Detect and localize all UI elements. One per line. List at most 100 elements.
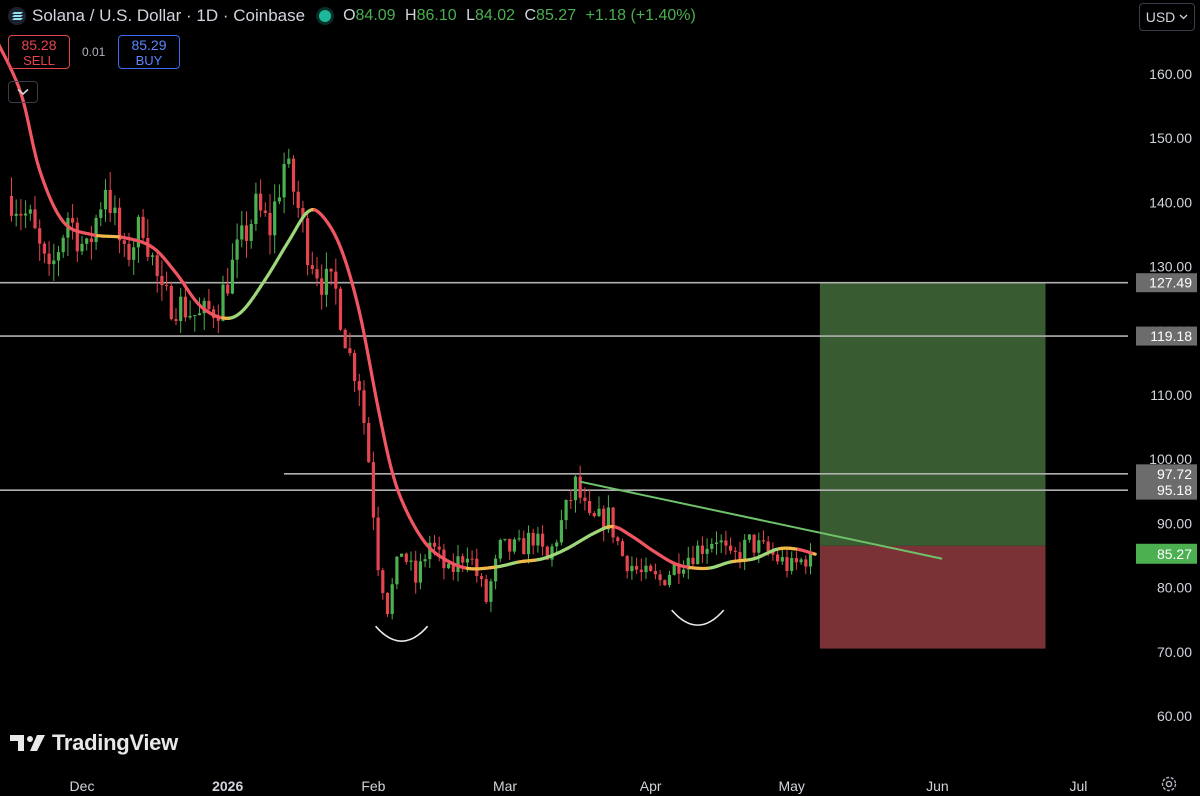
candle	[183, 296, 187, 318]
candle	[103, 189, 108, 210]
candle	[141, 216, 145, 239]
tradingview-logo[interactable]: TradingView	[10, 730, 178, 756]
loss-zone	[819, 545, 1046, 649]
y-tick-label: 60.00	[1157, 708, 1192, 724]
candle	[423, 559, 427, 562]
level-badge-label: 119.18	[1150, 328, 1192, 344]
candle	[611, 507, 615, 538]
candle	[38, 228, 42, 244]
ma-segment	[369, 368, 375, 382]
candle	[89, 238, 93, 243]
candle	[193, 315, 197, 317]
candle	[146, 238, 150, 257]
level-badge-label: 127.49	[1149, 275, 1192, 291]
candle	[686, 557, 690, 570]
symbol-title[interactable]: Solana / U.S. Dollar · 1D · Coinbase	[32, 6, 306, 25]
candle	[9, 195, 14, 216]
candle	[113, 207, 117, 213]
candle	[785, 557, 789, 571]
x-tick-label: 2026	[212, 778, 243, 794]
candle	[719, 540, 723, 543]
candle	[273, 201, 277, 236]
y-tick-label: 160.00	[1149, 66, 1192, 82]
candle	[287, 158, 291, 164]
candle	[766, 541, 770, 552]
candle	[545, 546, 549, 560]
ma-segment	[371, 378, 377, 392]
candle	[240, 225, 244, 240]
candle	[559, 520, 563, 543]
candle	[306, 218, 310, 266]
candle	[277, 197, 281, 202]
candle	[409, 560, 413, 562]
candle	[635, 565, 639, 570]
candle	[644, 565, 648, 573]
x-tick-label: May	[778, 778, 804, 794]
sell-button[interactable]: 85.28 SELL	[8, 35, 70, 69]
candle	[216, 318, 220, 321]
candle	[367, 422, 371, 463]
buy-button[interactable]: 85.29 BUY	[118, 35, 180, 69]
candle	[94, 217, 98, 243]
candle	[733, 550, 737, 553]
long-position-tool	[819, 282, 1046, 649]
y-tick-label: 70.00	[1157, 644, 1192, 660]
settings-gear-icon[interactable]	[1160, 775, 1178, 793]
candle	[743, 539, 747, 561]
x-tick-label: Dec	[70, 778, 95, 794]
candle	[226, 284, 230, 294]
candle	[99, 209, 103, 218]
candle	[353, 353, 357, 382]
candle	[400, 553, 404, 557]
currency-selector[interactable]: USD	[1139, 3, 1195, 31]
candle	[710, 543, 714, 549]
candle	[724, 540, 728, 546]
candle	[700, 545, 704, 554]
spread-value: 0.01	[82, 45, 106, 59]
solana-icon[interactable]	[8, 7, 26, 25]
candle	[747, 534, 751, 540]
candle	[259, 193, 263, 211]
candle	[541, 533, 545, 547]
candle	[522, 538, 526, 555]
level-badge-label: 97.72	[1157, 466, 1192, 482]
candle	[663, 580, 667, 586]
candle	[677, 563, 681, 574]
candle	[447, 563, 451, 569]
candle	[197, 313, 202, 316]
horizontal-levels	[0, 281, 1128, 491]
y-tick-label: 90.00	[1157, 515, 1192, 531]
candle	[33, 209, 37, 229]
bottom-arc-0	[374, 625, 429, 642]
candle	[738, 552, 742, 561]
candle	[489, 581, 493, 602]
candle	[254, 193, 258, 224]
candle	[169, 285, 173, 320]
candle	[588, 501, 592, 514]
profit-zone	[819, 282, 1046, 546]
x-tick-label: Mar	[493, 778, 517, 794]
candle	[390, 584, 394, 615]
candle	[696, 545, 700, 565]
candle	[625, 555, 629, 572]
candle	[639, 569, 643, 573]
candle	[536, 533, 540, 546]
candle	[808, 553, 813, 567]
collapse-legend-button[interactable]	[8, 81, 38, 103]
x-tick-label: Jun	[926, 778, 949, 794]
candle	[348, 348, 352, 354]
level-badge	[1136, 480, 1197, 500]
candle	[761, 540, 766, 542]
last-price-badge	[1136, 543, 1197, 564]
candle	[794, 558, 798, 563]
candle	[385, 592, 390, 615]
candle	[235, 239, 239, 260]
candle	[357, 381, 361, 391]
y-tick-label: 130.00	[1149, 259, 1192, 275]
candle	[705, 548, 709, 554]
candle	[174, 319, 178, 322]
candle	[451, 563, 455, 573]
candle	[24, 213, 28, 216]
